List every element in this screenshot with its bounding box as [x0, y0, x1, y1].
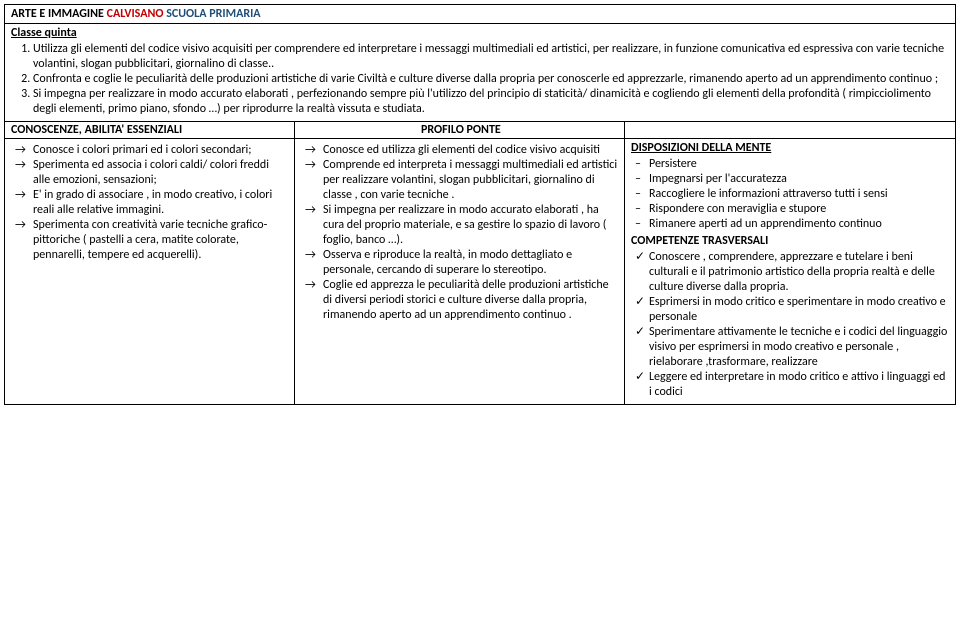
knowledge-list: Conosce i colori primari ed i colori sec… [11, 143, 288, 263]
list-item: Raccogliere le informazioni attraverso t… [631, 187, 949, 202]
class-label: Classe quinta [11, 26, 949, 40]
profile-cell: Conosce ed utilizza gli elementi del cod… [295, 139, 625, 405]
curriculum-table: ARTE E IMMAGINE CALVISANO SCUOLA PRIMARI… [4, 4, 956, 405]
list-item: Leggere ed interpretare in modo critico … [631, 370, 949, 400]
list-item: Esprimersi in modo critico e sperimentar… [631, 295, 949, 325]
list-item: Comprende ed interpreta i messaggi multi… [301, 158, 618, 203]
subject-label: ARTE E IMMAGINE [11, 7, 107, 21]
objective-item: Confronta e coglie le peculiarità delle … [33, 72, 949, 87]
title-row: ARTE E IMMAGINE CALVISANO SCUOLA PRIMARI… [5, 5, 956, 24]
list-item: Rimanere aperti ad un apprendimento cont… [631, 217, 949, 232]
knowledge-header: CONOSCENZE, ABILITA' ESSENZIALI [5, 122, 295, 139]
list-item: Impegnarsi per l'accuratezza [631, 172, 949, 187]
list-item: Conoscere , comprendere, apprezzare e tu… [631, 250, 949, 295]
list-item: Coglie ed apprezza le peculiarità delle … [301, 278, 618, 323]
knowledge-cell: Conosce i colori primari ed i colori sec… [5, 139, 295, 405]
list-item: Conosce ed utilizza gli elementi del cod… [301, 143, 618, 158]
list-item: E' in grado di associare , in modo creat… [11, 188, 288, 218]
list-item: Conosce i colori primari ed i colori sec… [11, 143, 288, 158]
objectives-row: Classe quinta Utilizza gli elementi del … [5, 24, 956, 122]
list-item: Rispondere con meraviglia e stupore [631, 202, 949, 217]
list-item: Sperimenta ed associa i colori caldi/ co… [11, 158, 288, 188]
content-row: Conosce i colori primari ed i colori sec… [5, 139, 956, 405]
section-header-row: CONOSCENZE, ABILITA' ESSENZIALI PROFILO … [5, 122, 956, 139]
objective-item: Si impegna per realizzare in modo accura… [33, 87, 949, 117]
list-item: Persistere [631, 157, 949, 172]
dispositions-cell: DISPOSIZIONI DELLA MENTE Persistere Impe… [625, 139, 956, 405]
competencies-title: COMPETENZE TRASVERSALI [631, 234, 949, 248]
profile-list: Conosce ed utilizza gli elementi del cod… [301, 143, 618, 323]
dispositions-title: DISPOSIZIONI DELLA MENTE [631, 141, 949, 155]
objectives-list: Utilizza gli elementi del codice visivo … [11, 42, 949, 117]
dispositions-list: Persistere Impegnarsi per l'accuratezza … [631, 157, 949, 232]
objectives-cell: Classe quinta Utilizza gli elementi del … [5, 24, 956, 122]
competencies-list: Conoscere , comprendere, apprezzare e tu… [631, 250, 949, 400]
school-name: CALVISANO [107, 7, 164, 21]
title-cell: ARTE E IMMAGINE CALVISANO SCUOLA PRIMARI… [5, 5, 956, 24]
objective-item: Utilizza gli elementi del codice visivo … [33, 42, 949, 72]
list-item: Sperimentare attivamente le tecniche e i… [631, 325, 949, 370]
school-level: SCUOLA PRIMARIA [166, 7, 260, 21]
right-header-empty [625, 122, 956, 139]
list-item: Si impegna per realizzare in modo accura… [301, 203, 618, 248]
list-item: Sperimenta con creatività varie tecniche… [11, 218, 288, 263]
profile-header: PROFILO PONTE [295, 122, 625, 139]
list-item: Osserva e riproduce la realtà, in modo d… [301, 248, 618, 278]
